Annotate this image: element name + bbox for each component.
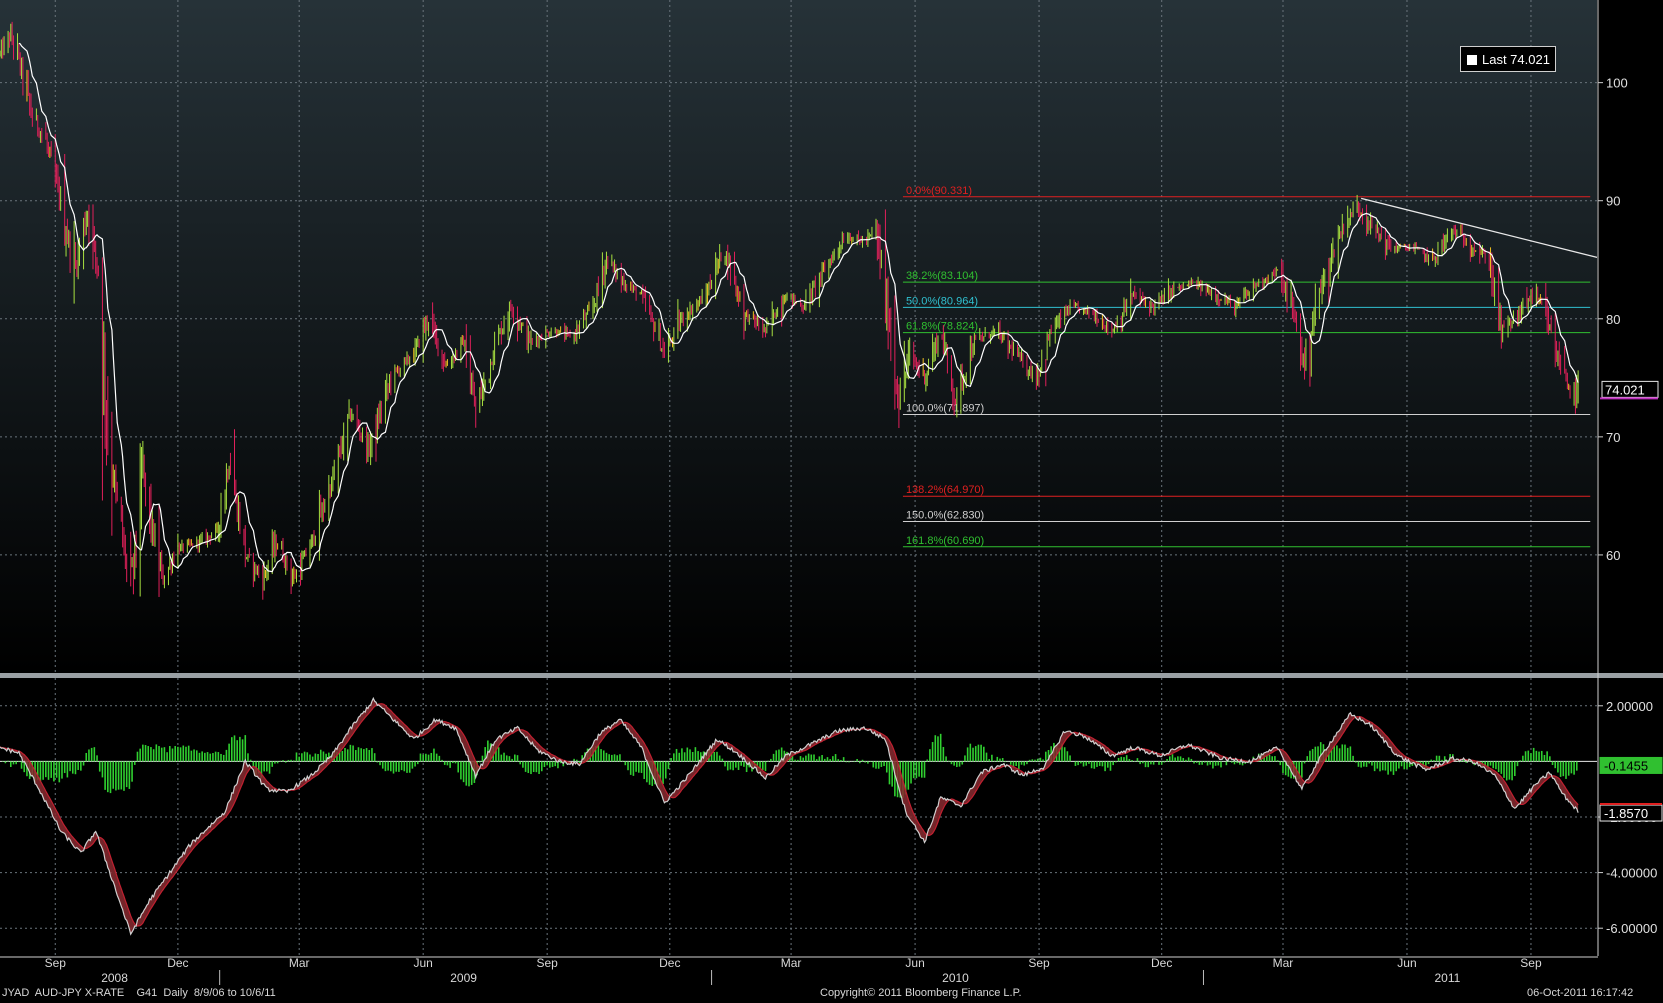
x-month-tick-label: Mar: [781, 956, 802, 970]
macd-value-tag: [1599, 756, 1663, 774]
fib-level-label: 50.0%(80.964): [906, 295, 978, 307]
x-year-tick-label: 2011: [1435, 971, 1461, 985]
price-y-tick-label: 100: [1606, 76, 1628, 91]
resistance-trendline: [1360, 197, 1598, 259]
macd-y-tick-label: 2.00000: [1606, 699, 1653, 714]
x-year-tick-label: 2009: [450, 971, 477, 985]
x-month-tick-label: Sep: [1028, 956, 1050, 970]
macd-line: [0, 696, 1579, 936]
signal-line: [0, 703, 1579, 927]
fib-level-label: 100.0%(71.897): [906, 402, 984, 414]
legend-last-label: Last 74.021: [1482, 52, 1550, 67]
panel-divider: [0, 673, 1663, 678]
x-month-tick-label: Dec: [1151, 956, 1172, 970]
macd-value-label: -1.8570: [1604, 806, 1648, 821]
price-panel-background: [0, 0, 1597, 673]
macd-y-tick-label: -6.00000: [1606, 921, 1657, 936]
fib-level-label: 150.0%(62.830): [906, 510, 984, 522]
footer-copyright: Copyright© 2011 Bloomberg Finance L.P.: [820, 987, 1022, 999]
price-y-tick-label: 70: [1606, 430, 1620, 445]
footer-ticker: JYAD AUD-JPY X-RATE G41 Daily 8/9/06 to …: [2, 987, 276, 999]
price-y-tick-label: 60: [1606, 548, 1620, 563]
legend-swatch: [1467, 55, 1477, 65]
legend: Last 74.021: [1460, 46, 1556, 72]
x-month-tick-label: Sep: [45, 956, 67, 970]
x-month-tick-label: Mar: [289, 956, 310, 970]
x-month-tick-label: Jun: [905, 956, 924, 970]
x-month-tick-label: Dec: [167, 956, 188, 970]
x-month-tick-label: Dec: [659, 956, 680, 970]
fib-level-label: 61.8%(78.824): [906, 321, 978, 333]
last-price-label: 74.021: [1605, 382, 1645, 397]
x-month-tick-label: Jun: [413, 956, 432, 970]
x-year-tick-label: 2010: [942, 971, 969, 985]
moving-average-line: [18, 42, 1579, 573]
x-month-tick-label: Sep: [536, 956, 558, 970]
price-y-tick-label: 80: [1606, 312, 1620, 327]
fib-level-label: 161.8%(60.690): [906, 535, 984, 547]
price-y-tick-label: 90: [1606, 194, 1620, 209]
macd-value-label: -0.1455: [1604, 758, 1648, 773]
fib-level-label: 138.2%(64.970): [906, 484, 984, 496]
macd-y-tick-label: -4.00000: [1606, 866, 1657, 881]
fib-level-label: 0.0%(90.331): [906, 185, 972, 197]
x-month-tick-label: Mar: [1273, 956, 1294, 970]
x-month-tick-label: Sep: [1520, 956, 1542, 970]
x-year-tick-label: 2008: [101, 971, 128, 985]
fib-level-label: 38.2%(83.104): [906, 270, 978, 282]
x-month-tick-label: Jun: [1397, 956, 1416, 970]
footer-timestamp: 06-Oct-2011 16:17:42: [1527, 987, 1634, 999]
